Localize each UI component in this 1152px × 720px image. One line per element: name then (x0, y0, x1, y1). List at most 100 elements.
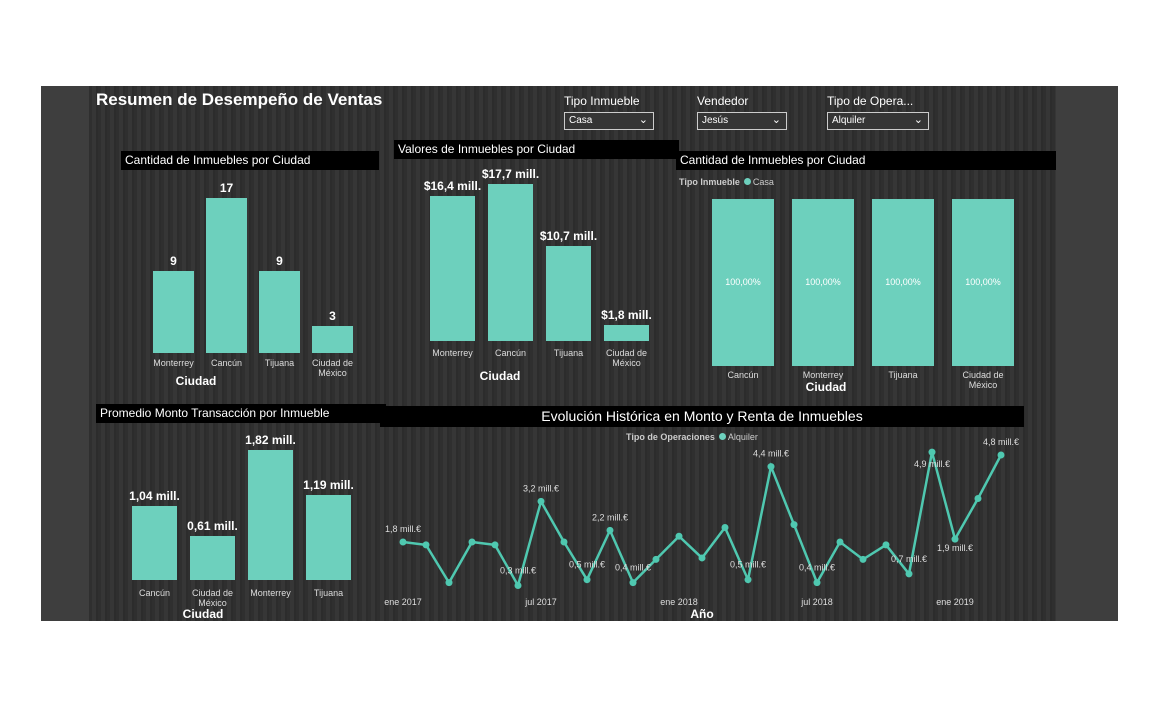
data-point[interactable] (583, 576, 591, 584)
data-label: 3 (329, 308, 336, 323)
data-point[interactable] (491, 541, 499, 549)
category-label: Cancún (138, 588, 171, 598)
x-tick-label: ene 2017 (384, 597, 422, 607)
slicer-dropdown[interactable]: Casa ⌄ (564, 112, 654, 130)
data-point[interactable] (721, 524, 729, 531)
dashboard: Resumen de Desempeño de Ventas Tipo Inmu… (41, 86, 1118, 621)
chart-title: Valores de Inmuebles por Ciudad (394, 140, 679, 159)
data-point[interactable] (997, 451, 1005, 459)
data-point[interactable] (652, 555, 660, 563)
data-point[interactable] (629, 579, 637, 587)
data-point[interactable] (790, 521, 798, 529)
point-label: 4,4 mill.€ (753, 449, 789, 459)
point-label: 0,4 mill.€ (615, 563, 651, 573)
data-label: 1,19 mill. (303, 478, 354, 492)
data-point[interactable] (560, 538, 568, 546)
legend-dot-icon (743, 178, 751, 185)
slicer-value: Alquiler (832, 115, 866, 126)
data-point[interactable] (859, 555, 867, 563)
chart-legend: Tipo Inmueble Casa (679, 177, 774, 187)
category-label: Cancún (210, 358, 243, 368)
bar (604, 325, 649, 341)
series-line-alquiler (402, 451, 1003, 589)
data-point[interactable] (813, 579, 821, 587)
data-label: 100,00% (965, 276, 1001, 287)
bar (488, 184, 533, 341)
slicer-label: Tipo Inmueble (564, 94, 640, 108)
category-label: Cancún (727, 370, 759, 380)
data-point[interactable] (951, 535, 959, 543)
category-label: Monterrey (153, 358, 194, 368)
point-label: 1,9 mill.€ (937, 543, 973, 553)
x-tick-label: ene 2018 (660, 597, 698, 607)
data-point[interactable] (767, 463, 775, 471)
data-point[interactable] (974, 495, 982, 502)
point-label: 0,4 mill.€ (799, 563, 835, 573)
bar (872, 199, 934, 366)
x-tick-label: ene 2019 (936, 597, 974, 607)
data-label: 100,00% (885, 276, 921, 287)
bar (190, 536, 235, 580)
data-label: 17 (219, 181, 234, 195)
slicer-label: Tipo de Opera... (827, 94, 914, 108)
left-margin (41, 86, 89, 621)
chevron-down-icon: ⌄ (913, 114, 923, 126)
bar (206, 198, 247, 353)
bar (259, 270, 300, 353)
category-label: Tijuana (553, 348, 584, 358)
axis-title: Año (690, 607, 714, 621)
bar (952, 199, 1014, 366)
data-point[interactable] (905, 570, 913, 578)
legend-dot-icon (718, 433, 726, 440)
line-chart: 1,8 mill.€ 0,3 mill.€ 3,2 mill.€ 0,5 mill.€… (384, 437, 1019, 607)
category-label: Cancún (494, 348, 527, 358)
data-point[interactable] (445, 579, 453, 587)
right-margin (1056, 86, 1118, 621)
slicer-tipo-operacion[interactable]: Tipo de Opera... Alquiler ⌄ (827, 94, 929, 130)
data-point[interactable] (514, 582, 522, 589)
data-point[interactable] (928, 448, 936, 456)
axis-title: Ciudad (175, 374, 217, 388)
point-label: 2,2 mill.€ (592, 512, 628, 522)
data-point[interactable] (675, 532, 683, 540)
data-point[interactable] (882, 541, 890, 549)
chevron-down-icon: ⌄ (638, 114, 648, 126)
data-point[interactable] (468, 538, 476, 546)
bar (312, 325, 353, 353)
point-label: 0,3 mill.€ (500, 566, 536, 576)
category-label: Tijuana (264, 358, 295, 368)
point-label: 0,5 mill.€ (730, 560, 766, 570)
chevron-down-icon: ⌄ (771, 114, 781, 126)
data-point[interactable] (698, 554, 706, 562)
category-label: Monterrey (802, 370, 844, 380)
bar (153, 270, 194, 353)
data-point[interactable] (836, 538, 844, 546)
slicer-value: Casa (569, 115, 593, 126)
slicer-vendedor[interactable]: Vendedor Jesús ⌄ (697, 94, 787, 130)
category-label: Ciudad de México (605, 348, 648, 368)
data-point[interactable] (744, 576, 752, 584)
data-point[interactable] (537, 497, 545, 505)
point-label: 4,8 mill.€ (983, 437, 1019, 447)
point-label: 4,9 mill.€ (914, 459, 950, 469)
bar (792, 199, 854, 366)
data-label: 100,00% (725, 276, 761, 287)
data-label: 1,04 mill. (129, 488, 180, 503)
data-label: $1,8 mill. (601, 308, 652, 323)
data-label: $17,7 mill. (481, 167, 540, 181)
chart-title: Cantidad de Inmuebles por Ciudad (676, 151, 1056, 170)
data-label: 9 (276, 253, 283, 268)
slicer-dropdown[interactable]: Alquiler ⌄ (827, 112, 929, 130)
page-title: Resumen de Desempeño de Ventas (96, 90, 383, 109)
category-label: Ciudad de México (311, 358, 354, 378)
data-point[interactable] (422, 541, 430, 549)
data-point[interactable] (606, 526, 614, 534)
slicer-dropdown[interactable]: Jesús ⌄ (697, 112, 787, 130)
point-label: 0,7 mill.€ (891, 554, 927, 564)
data-point[interactable] (399, 538, 407, 546)
data-label: $16,4 mill. (423, 178, 482, 193)
point-label: 3,2 mill.€ (523, 483, 559, 493)
slicer-tipo-inmueble[interactable]: Tipo Inmueble Casa ⌄ (564, 94, 654, 130)
bar (430, 195, 475, 341)
category-label: Tijuana (313, 588, 344, 598)
